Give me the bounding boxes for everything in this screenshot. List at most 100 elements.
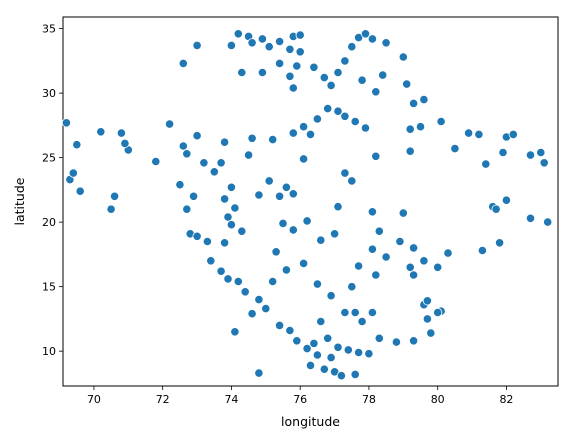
data-point: [443, 248, 453, 258]
data-point: [525, 213, 536, 223]
data-point: [402, 79, 412, 89]
data-point: [422, 296, 432, 306]
data-point: [371, 87, 381, 97]
data-point: [463, 128, 474, 138]
data-point: [436, 116, 446, 127]
data-point: [371, 270, 381, 280]
data-point: [340, 111, 350, 121]
data-point: [350, 116, 360, 127]
data-point: [398, 52, 408, 62]
data-point: [192, 131, 202, 141]
y-tick-label: 10: [42, 345, 56, 358]
x-tick-label: 72: [156, 393, 170, 406]
data-point: [477, 245, 487, 256]
data-point: [233, 276, 243, 287]
data-point: [233, 29, 243, 39]
data-point: [474, 129, 484, 139]
data-point: [261, 303, 271, 314]
data-point: [426, 328, 436, 338]
data-point: [271, 247, 281, 257]
plot-frame: [62, 16, 559, 387]
data-point: [305, 129, 316, 139]
data-point: [110, 191, 120, 201]
data-point: [254, 190, 264, 200]
data-point: [333, 67, 343, 78]
data-point: [395, 236, 405, 247]
data-point: [226, 220, 236, 230]
data-point: [340, 56, 350, 66]
data-point: [408, 243, 419, 253]
data-point: [302, 343, 312, 354]
data-point: [295, 47, 305, 57]
data-point: [268, 135, 278, 145]
data-point: [378, 70, 388, 80]
data-point: [285, 325, 295, 336]
data-point: [408, 98, 419, 109]
data-point: [450, 144, 460, 154]
data-point: [481, 159, 491, 169]
data-point: [539, 158, 549, 168]
data-point: [96, 127, 106, 137]
data-point: [199, 158, 209, 168]
data-point: [223, 274, 233, 284]
data-point: [343, 345, 353, 355]
data-point: [340, 168, 350, 178]
x-axis: 70 72 74 76 78 80 82: [87, 386, 513, 406]
data-point: [408, 336, 419, 346]
data-point: [367, 207, 377, 217]
data-point: [501, 195, 511, 205]
data-point: [285, 44, 295, 54]
data-point: [374, 226, 384, 236]
data-point: [244, 150, 254, 160]
data-point: [326, 80, 336, 91]
data-point: [230, 203, 240, 213]
data-point: [381, 38, 391, 48]
data-point: [288, 83, 298, 93]
data-point: [494, 238, 505, 248]
data-point: [165, 119, 175, 129]
data-point: [316, 316, 326, 327]
x-tick-label: 78: [362, 393, 376, 406]
data-point: [415, 122, 426, 132]
data-point: [237, 226, 247, 236]
data-point: [288, 189, 298, 199]
x-tick-label: 74: [224, 393, 238, 406]
data-point: [298, 122, 309, 132]
data-point: [422, 314, 432, 324]
data-point: [288, 128, 298, 138]
data-point: [254, 294, 264, 305]
data-point: [237, 67, 247, 78]
data-point: [189, 191, 199, 201]
data-point: [106, 204, 116, 214]
data-point: [353, 261, 364, 271]
data-point: [391, 337, 401, 347]
data-point: [278, 218, 288, 228]
data-point: [367, 307, 377, 318]
data-point: [381, 252, 391, 262]
data-point: [357, 75, 367, 85]
data-point: [268, 276, 278, 287]
data-point: [405, 262, 415, 272]
y-tick-label: 25: [42, 152, 56, 165]
data-point: [326, 291, 336, 301]
data-point: [371, 151, 381, 161]
data-point: [182, 149, 192, 159]
data-point: [360, 29, 371, 39]
data-point: [226, 182, 236, 192]
data-point: [72, 140, 82, 150]
data-point: [281, 182, 291, 192]
data-point: [257, 67, 267, 78]
data-point: [281, 265, 291, 275]
data-point: [316, 235, 326, 245]
data-point: [240, 287, 250, 297]
data-point: [116, 128, 127, 138]
data-point: [274, 191, 285, 201]
data-point: [336, 371, 346, 381]
data-point: [329, 229, 340, 239]
data-point: [433, 307, 443, 318]
data-point: [292, 336, 302, 346]
data-point: [329, 367, 340, 377]
data-point: [175, 180, 185, 190]
data-point: [206, 256, 216, 266]
